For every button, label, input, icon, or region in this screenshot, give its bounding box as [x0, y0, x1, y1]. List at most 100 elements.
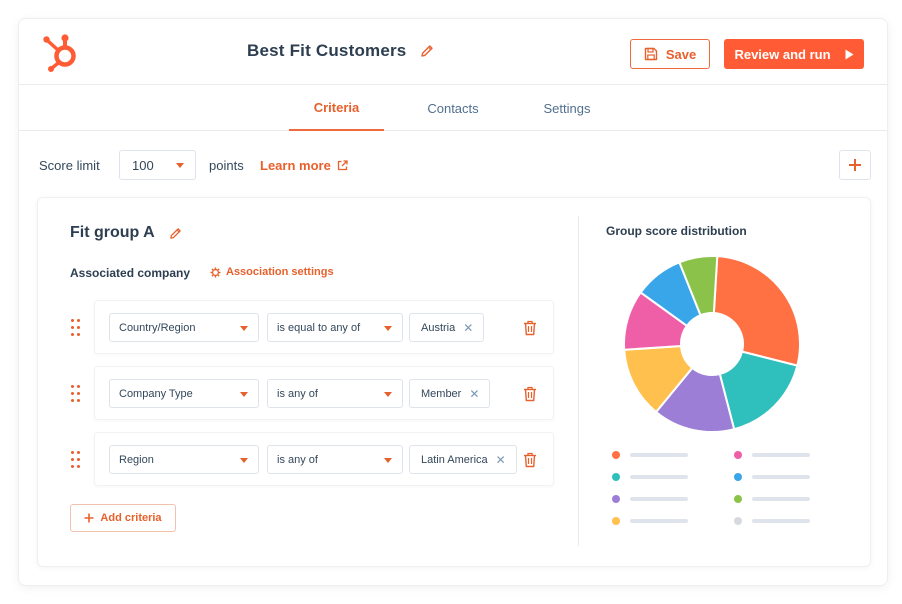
donut-slice — [678, 255, 719, 317]
plus-icon — [849, 159, 861, 171]
chevron-down-icon — [176, 163, 184, 168]
legend-placeholder-bar — [752, 497, 810, 501]
distribution-title: Group score distribution — [606, 224, 747, 238]
operator-select[interactable]: is equal to any of — [267, 313, 403, 342]
donut-slice — [712, 255, 801, 367]
legend-placeholder-bar — [630, 475, 688, 479]
edit-title-pencil-icon[interactable] — [418, 42, 436, 60]
legend-dot — [612, 517, 620, 525]
remove-value-close-icon[interactable]: ✕ — [495, 452, 506, 467]
score-limit-select[interactable]: 100 — [119, 150, 196, 180]
property-value: Company Type — [119, 387, 193, 400]
remove-value-close-icon[interactable]: ✕ — [469, 386, 480, 401]
group-title-area: Fit group A — [70, 224, 185, 242]
chevron-down-icon — [240, 392, 248, 397]
chevron-down-icon — [384, 326, 392, 331]
property-select[interactable]: Country/Region — [109, 313, 259, 342]
operator-select[interactable]: is any of — [267, 445, 403, 474]
legend-dot — [612, 451, 620, 459]
score-distribution-donut-chart — [623, 255, 801, 433]
legend-item — [734, 473, 810, 481]
tab-contacts[interactable]: Contacts — [427, 100, 479, 116]
operator-value: is equal to any of — [277, 321, 361, 334]
edit-group-pencil-icon[interactable] — [167, 224, 185, 242]
delete-trash-icon[interactable] — [523, 452, 537, 468]
legend-placeholder-bar — [752, 475, 810, 479]
operator-value: is any of — [277, 387, 318, 400]
divider — [578, 216, 579, 546]
operator-select[interactable]: is any of — [267, 379, 403, 408]
legend-dot — [734, 451, 742, 459]
legend-dot — [612, 495, 620, 503]
property-value: Country/Region — [119, 321, 196, 334]
legend-item — [612, 451, 688, 459]
score-limit-value: 100 — [132, 157, 154, 173]
title-area: Best Fit Customers — [247, 41, 436, 61]
tab-bar: Criteria Contacts Settings — [19, 85, 887, 131]
learn-more-link[interactable]: Learn more — [260, 158, 348, 173]
learn-more-label: Learn more — [260, 158, 331, 173]
legend-item — [612, 517, 688, 525]
association-settings-link[interactable]: Association settings — [210, 266, 334, 278]
page-title: Best Fit Customers — [247, 41, 407, 60]
add-criteria-button[interactable]: Add criteria — [70, 504, 176, 532]
legend-dot — [734, 517, 742, 525]
play-icon — [845, 49, 854, 59]
legend-item — [734, 451, 810, 459]
fit-group-card: Fit group A Associated company Associati — [37, 197, 871, 567]
value-chip-label: Latin America — [421, 453, 488, 466]
plus-icon — [84, 513, 94, 523]
legend-dot — [612, 473, 620, 481]
value-chip: Member ✕ — [409, 379, 491, 408]
legend-placeholder-bar — [752, 453, 810, 457]
app-window: Best Fit Customers Save Review and run — [18, 18, 888, 586]
value-chip: Latin America ✕ — [409, 445, 517, 474]
group-title: Fit group A — [70, 224, 155, 241]
drag-handle-icon[interactable] — [71, 451, 81, 469]
header: Best Fit Customers Save Review and run — [19, 19, 887, 85]
legend-placeholder-bar — [630, 497, 688, 501]
chevron-down-icon — [240, 326, 248, 331]
save-label: Save — [665, 46, 697, 62]
save-button[interactable]: Save — [630, 39, 710, 69]
associated-company-label: Associated company — [70, 266, 191, 280]
external-link-icon — [337, 160, 348, 171]
review-and-run-button[interactable]: Review and run — [724, 39, 864, 69]
criteria-row: Company Type is any of Member ✕ — [71, 366, 554, 420]
add-group-button[interactable] — [839, 150, 871, 180]
donut-slice — [718, 350, 799, 431]
legend-placeholder-bar — [752, 519, 810, 523]
value-chip: Austria ✕ — [409, 313, 485, 342]
criteria-row: Region is any of Latin America ✕ — [71, 432, 554, 486]
chevron-down-icon — [384, 458, 392, 463]
criteria-row: Country/Region is equal to any of Austri… — [71, 300, 554, 354]
remove-value-close-icon[interactable]: ✕ — [463, 320, 474, 335]
legend-item — [734, 517, 810, 525]
association-settings-label: Association settings — [226, 266, 334, 278]
review-label: Review and run — [734, 46, 831, 62]
drag-handle-icon[interactable] — [71, 319, 81, 337]
legend-dot — [734, 495, 742, 503]
score-limit-label: Score limit — [39, 158, 100, 173]
legend-placeholder-bar — [630, 519, 688, 523]
hubspot-logo-icon — [43, 34, 76, 72]
chevron-down-icon — [240, 458, 248, 463]
legend-item — [612, 473, 688, 481]
tab-criteria[interactable]: Criteria — [289, 85, 384, 131]
add-criteria-label: Add criteria — [100, 512, 162, 524]
legend-item — [734, 495, 810, 503]
legend-placeholder-bar — [630, 453, 688, 457]
points-label: points — [209, 158, 244, 173]
drag-handle-icon[interactable] — [71, 385, 81, 403]
value-chip-label: Member — [421, 387, 462, 400]
property-value: Region — [119, 453, 154, 466]
property-select[interactable]: Company Type — [109, 379, 259, 408]
chevron-down-icon — [384, 392, 392, 397]
value-chip-label: Austria — [421, 321, 456, 334]
delete-trash-icon[interactable] — [523, 386, 537, 402]
legend-dot — [734, 473, 742, 481]
operator-value: is any of — [277, 453, 318, 466]
tab-settings[interactable]: Settings — [543, 100, 591, 116]
delete-trash-icon[interactable] — [523, 320, 537, 336]
property-select[interactable]: Region — [109, 445, 259, 474]
